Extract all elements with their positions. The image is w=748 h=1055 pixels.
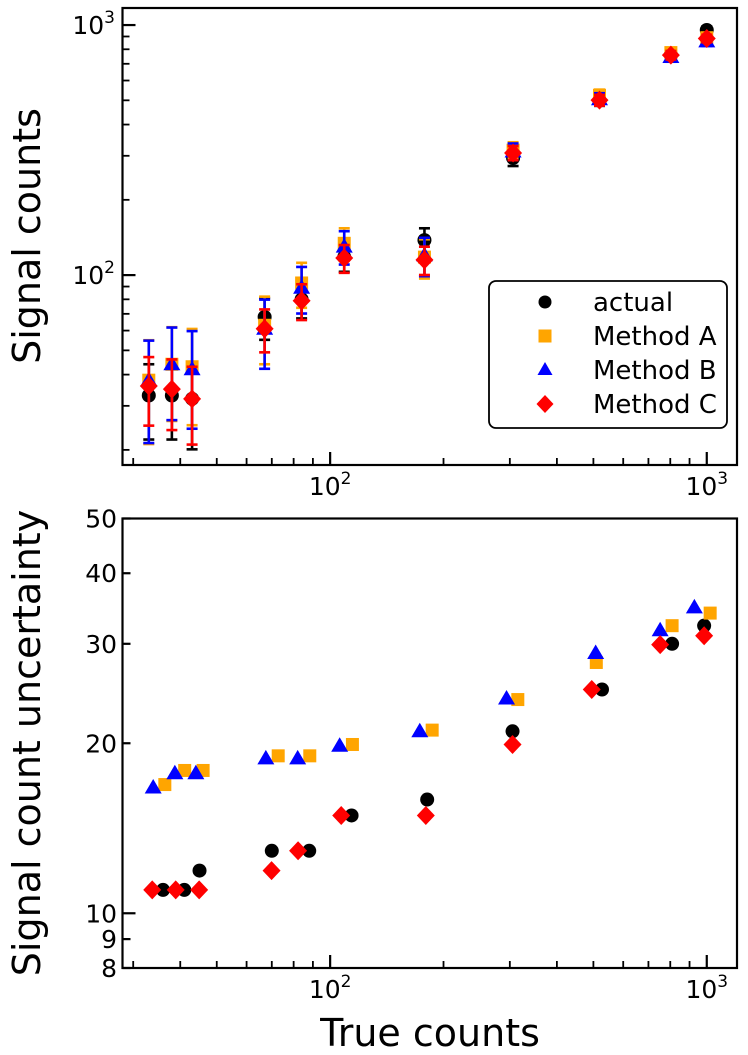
legend-label-method-b: Method B (593, 356, 717, 386)
data-point-diamond (582, 679, 601, 699)
legend-triangle-icon (537, 362, 553, 375)
x-tick-label: 103 (685, 972, 728, 1004)
data-point-square (303, 749, 317, 763)
data-point-circle (192, 863, 207, 878)
data-point-triangle (331, 737, 349, 752)
legend-label-method-a: Method A (593, 322, 717, 352)
data-point-circle (302, 843, 317, 858)
x-tick-label: 102 (309, 972, 352, 1004)
data-point-square (158, 778, 172, 792)
data-point-square (178, 763, 192, 777)
data-point-diamond (183, 389, 202, 409)
data-point-triangle (587, 644, 605, 659)
top-panel-plot-area (121, 6, 739, 467)
top-panel: 102 103 102 103 Signal counts actual Method… (5, 6, 739, 501)
data-point-circle (505, 724, 520, 739)
data-point-diamond (695, 626, 714, 646)
data-point-diamond (139, 376, 158, 396)
legend-label-actual: actual (593, 288, 673, 318)
y-tick-label: 30 (85, 630, 117, 659)
data-point-triangle (166, 764, 184, 780)
data-point-circle (156, 882, 171, 897)
data-point-triangle (144, 778, 162, 794)
data-point-diamond (415, 250, 434, 270)
data-point-triangle (685, 598, 703, 614)
y-tick-label: 20 (85, 729, 117, 758)
data-point-triangle (187, 764, 205, 780)
data-point-diamond (697, 28, 716, 48)
data-point-triangle (651, 621, 669, 637)
data-point-diamond (289, 841, 308, 861)
y-tick-label: 102 (72, 258, 115, 290)
top-panel-data (139, 23, 716, 451)
data-point-square (345, 737, 359, 751)
data-point-triangle (498, 690, 516, 705)
data-point-diamond (661, 45, 680, 65)
bottom-y-axis-label: Signal count uncertainty (5, 510, 49, 976)
data-point-square (703, 606, 717, 620)
data-point-triangle (289, 749, 307, 765)
legend-label-method-c: Method C (593, 390, 717, 420)
data-point-square (271, 749, 285, 763)
data-point-diamond (335, 248, 354, 268)
data-point-circle (697, 618, 712, 633)
x-axis-label: True counts (319, 1011, 540, 1055)
data-point-diamond (143, 880, 162, 900)
legend-circle-icon (538, 295, 552, 309)
data-point-diamond (416, 805, 435, 825)
y-tick-label: 9 (101, 925, 117, 954)
x-tick-label: 102 (309, 469, 352, 501)
y-tick-label: 8 (101, 954, 117, 983)
data-point-diamond (262, 861, 281, 881)
data-point-circle (420, 792, 435, 807)
bottom-panel-data (143, 598, 717, 900)
data-point-diamond (332, 805, 351, 825)
top-y-axis-label: Signal counts (5, 108, 49, 364)
data-point-square (665, 619, 679, 633)
legend-square-icon (538, 329, 552, 343)
data-point-diamond (190, 880, 209, 900)
data-point-diamond (162, 379, 181, 399)
data-point-square (511, 693, 525, 707)
data-point-diamond (503, 734, 522, 754)
data-point-diamond (504, 143, 523, 163)
data-point-circle (344, 808, 359, 823)
y-tick-label: 40 (85, 559, 117, 588)
x-tick-label: 103 (685, 469, 728, 501)
data-point-circle (264, 843, 279, 858)
y-tick-label: 50 (85, 505, 117, 534)
y-tick-label: 10 (85, 899, 117, 928)
data-point-square (589, 655, 603, 669)
data-point-circle (665, 636, 680, 651)
data-point-diamond (651, 635, 670, 655)
data-point-square (425, 723, 439, 737)
y-tick-label: 103 (72, 8, 115, 40)
data-point-diamond (255, 319, 274, 339)
legend: actual Method A Method B Method C (488, 280, 728, 429)
data-point-diamond (590, 90, 609, 110)
data-point-triangle (257, 749, 275, 765)
data-point-circle (594, 682, 609, 697)
data-point-diamond (166, 880, 185, 900)
data-point-diamond (292, 291, 311, 311)
legend-box (488, 280, 728, 429)
top-panel-ticks: 102 103 102 103 (72, 8, 728, 501)
data-point-triangle (411, 722, 429, 738)
legend-diamond-icon (536, 395, 554, 413)
